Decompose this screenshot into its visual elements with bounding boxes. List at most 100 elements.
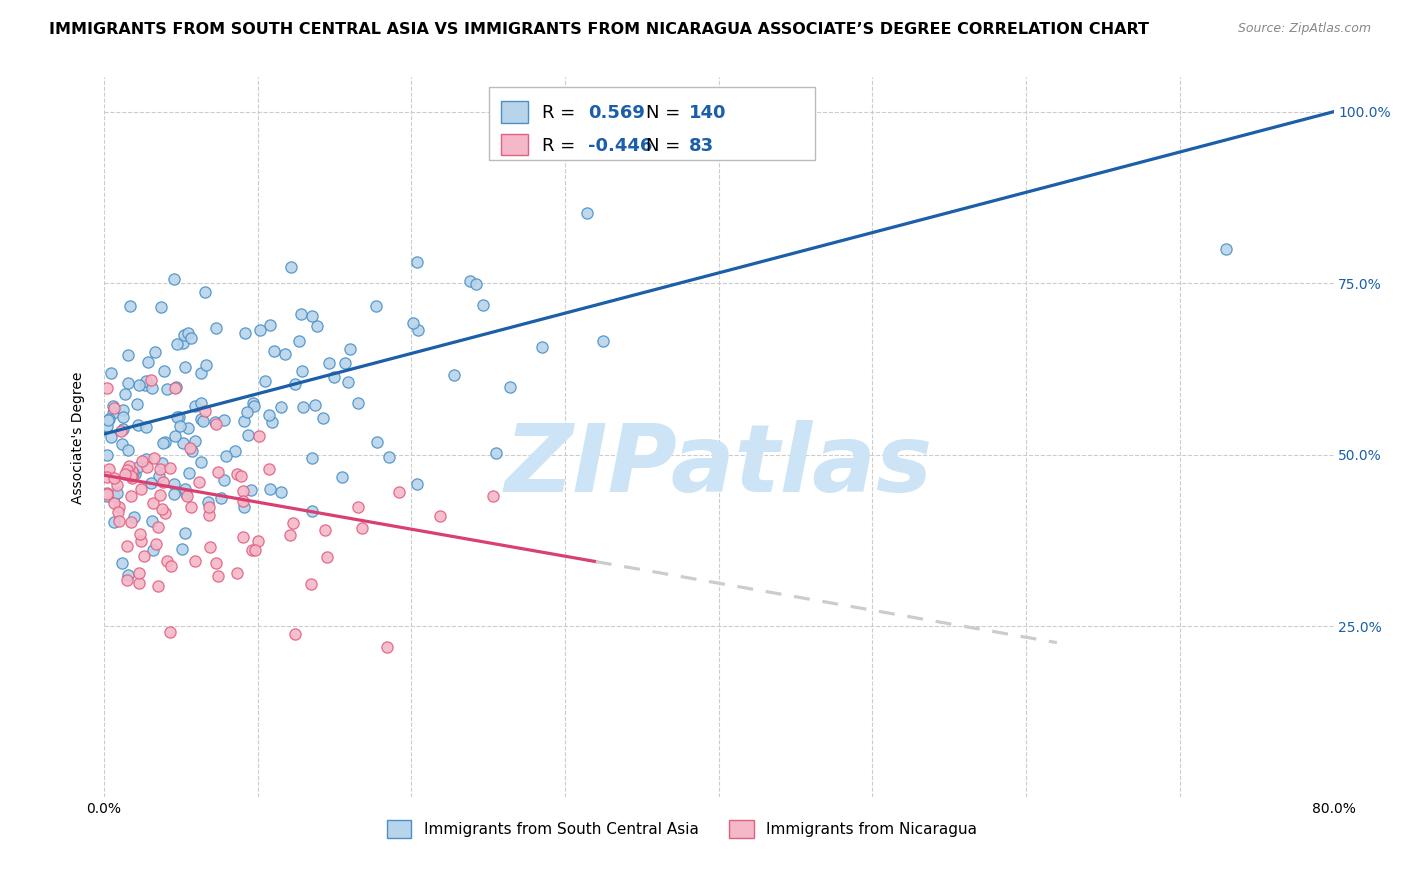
Point — [138, 355, 160, 369]
Point — [254, 374, 277, 388]
Point — [183, 399, 205, 413]
Point — [96, 381, 118, 395]
Point — [170, 542, 193, 557]
Point — [174, 360, 197, 375]
Point — [135, 452, 157, 467]
Point — [128, 575, 150, 590]
Point — [291, 364, 314, 378]
Point — [207, 569, 229, 583]
Point — [173, 327, 195, 342]
Point — [183, 554, 205, 568]
Point — [103, 470, 125, 484]
Point — [197, 495, 219, 509]
Point — [172, 336, 194, 351]
Point — [165, 381, 187, 395]
Point — [139, 475, 162, 490]
Point — [209, 491, 232, 505]
Point — [263, 343, 285, 358]
Point — [134, 378, 156, 392]
Point — [301, 451, 323, 466]
Point — [592, 334, 614, 348]
Point — [284, 377, 307, 392]
Point — [238, 428, 260, 442]
Point — [288, 334, 311, 348]
Point — [350, 521, 373, 535]
Point — [101, 407, 124, 421]
Point — [115, 463, 138, 477]
Point — [114, 467, 136, 481]
Point — [108, 500, 131, 514]
Point — [299, 577, 322, 591]
Point — [139, 373, 162, 387]
Point — [233, 414, 256, 428]
Point — [176, 487, 198, 501]
Point — [173, 525, 195, 540]
Point — [318, 356, 340, 370]
Point — [152, 475, 174, 489]
Point — [281, 516, 304, 530]
Point — [247, 533, 270, 548]
Point — [333, 356, 356, 370]
Point — [149, 462, 172, 476]
Point — [169, 419, 191, 434]
Point — [257, 408, 280, 422]
Point — [159, 461, 181, 475]
Point — [118, 458, 141, 473]
Text: R =: R = — [541, 136, 581, 155]
Point — [429, 509, 451, 524]
Point — [172, 436, 194, 450]
Text: 83: 83 — [689, 136, 714, 155]
Point — [366, 299, 388, 313]
Point — [103, 399, 125, 413]
Point — [129, 482, 152, 496]
Point — [278, 528, 301, 542]
Y-axis label: Associate's Degree: Associate's Degree — [72, 371, 86, 504]
Point — [212, 412, 235, 426]
Point — [107, 478, 129, 492]
Point — [270, 485, 292, 500]
Point — [129, 526, 152, 541]
Point — [135, 420, 157, 434]
Point — [141, 381, 163, 395]
Point — [458, 274, 481, 288]
Point — [153, 434, 176, 449]
Point — [120, 516, 142, 530]
Point — [156, 382, 179, 396]
Point — [121, 465, 143, 479]
Text: N =: N = — [647, 136, 686, 155]
Point — [270, 401, 292, 415]
Point — [96, 448, 118, 462]
Point — [232, 530, 254, 544]
Point — [108, 514, 131, 528]
Point — [193, 414, 215, 428]
Point — [366, 435, 388, 450]
Point — [96, 418, 118, 433]
Point — [339, 342, 361, 356]
Text: 0.569: 0.569 — [589, 104, 645, 122]
Text: Source: ZipAtlas.com: Source: ZipAtlas.com — [1237, 22, 1371, 36]
Point — [163, 487, 186, 501]
Point — [111, 402, 134, 417]
Point — [233, 326, 256, 341]
Point — [464, 277, 486, 291]
Point — [103, 496, 125, 510]
Point — [111, 422, 134, 436]
Point — [347, 500, 370, 514]
Point — [114, 387, 136, 401]
Point — [245, 542, 267, 557]
Point — [207, 465, 229, 479]
Point — [215, 449, 238, 463]
Point — [205, 556, 228, 570]
Point — [304, 398, 326, 412]
Point — [96, 489, 118, 503]
Point — [257, 461, 280, 475]
Point — [260, 415, 283, 429]
Point — [176, 489, 198, 503]
Point — [132, 549, 155, 564]
Point — [280, 260, 302, 275]
Point — [110, 424, 132, 438]
Point — [259, 482, 281, 496]
Point — [117, 573, 139, 587]
Point — [375, 640, 398, 654]
Point — [100, 430, 122, 444]
